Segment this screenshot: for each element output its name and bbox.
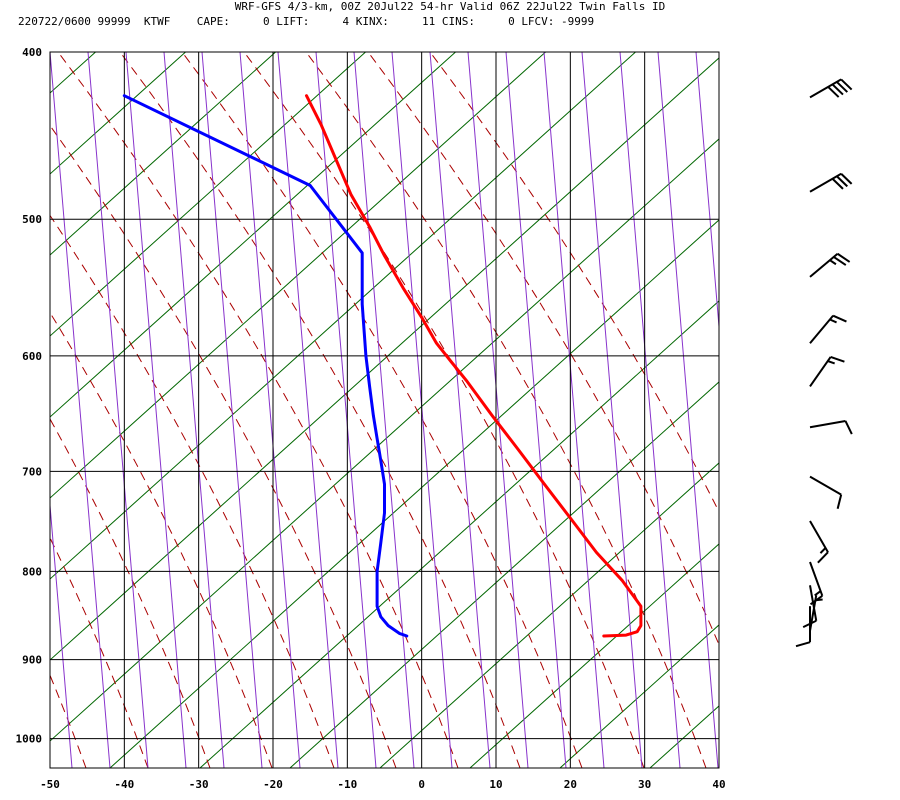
- moist-adiabat-line: [243, 52, 645, 768]
- dry-adiabat-line: [379, 462, 719, 768]
- mixing-ratio-line: [772, 52, 832, 768]
- moist-adiabat-line: [50, 418, 211, 768]
- wind-barb: [809, 355, 845, 387]
- moist-adiabat-line: [57, 52, 459, 768]
- mixing-ratio-line: [353, 52, 415, 768]
- moist-adiabat-line: [0, 52, 24, 768]
- x-tick-label: -10: [337, 778, 357, 791]
- mixing-ratio-line: [886, 52, 900, 768]
- mixing-ratio-line: [163, 52, 225, 768]
- dry-adiabat-line: [199, 300, 719, 768]
- mixing-ratio-line: [315, 52, 377, 768]
- dry-adiabat-line: [109, 219, 719, 768]
- dry-adiabat-line: [559, 624, 719, 768]
- mixing-ratio-line: [848, 52, 900, 768]
- mixing-ratio-line: [50, 52, 111, 768]
- y-tick-label: 500: [22, 213, 42, 226]
- wind-barb: [809, 475, 843, 510]
- wind-barb: [809, 78, 853, 99]
- x-tick-label: -30: [189, 778, 209, 791]
- y-tick-label: 900: [22, 654, 42, 667]
- x-tick-label: 10: [489, 778, 502, 791]
- temperature-profile-line: [305, 94, 643, 638]
- y-tick-label: 1000: [16, 733, 43, 746]
- dry-adiabat-line: [469, 543, 719, 768]
- mixing-ratio-line: [619, 52, 681, 768]
- y-tick-label: 400: [22, 46, 42, 59]
- y-tick-label: 600: [22, 350, 42, 363]
- mixing-ratio-line: [734, 52, 794, 768]
- mixing-ratio-line: [277, 52, 339, 768]
- dry-adiabat-line: [50, 52, 547, 499]
- mixing-ratio-line: [543, 52, 605, 768]
- x-tick-label: 40: [712, 778, 725, 791]
- mixing-ratio-line: [429, 52, 491, 768]
- mixing-ratio-line: [657, 52, 719, 768]
- mixing-ratio-line: [581, 52, 643, 768]
- y-tick-label: 700: [22, 465, 42, 478]
- wind-barb: [795, 606, 811, 648]
- moist-adiabat-line: [305, 52, 707, 768]
- x-tick-label: -20: [263, 778, 283, 791]
- moist-adiabat-line: [50, 674, 87, 768]
- x-tick-label: 30: [638, 778, 651, 791]
- dry-adiabat-line: [0, 0, 20, 768]
- mixing-ratio-line: [125, 52, 187, 768]
- mixing-ratio-line: [50, 499, 73, 768]
- moist-adiabat-line: [181, 52, 583, 768]
- sounding-indices: 220722/0600 99999 KTWF CAPE: 0 LIFT: 4 K…: [18, 15, 595, 28]
- dry-adiabat-line: [50, 138, 719, 742]
- dry-adiabat-line: [740, 0, 900, 768]
- dry-adiabat-line: [289, 381, 719, 768]
- mixing-ratio-line: [505, 52, 567, 768]
- moist-adiabat-line: [50, 214, 335, 768]
- moist-adiabat-line: [50, 124, 397, 768]
- x-tick-label: -50: [40, 778, 60, 791]
- wind-barb: [809, 595, 823, 631]
- wind-barb: [809, 420, 853, 435]
- moist-adiabat-line: [50, 536, 149, 768]
- x-tick-label: 20: [564, 778, 577, 791]
- wind-barb: [809, 172, 853, 193]
- moist-adiabat-line: [429, 52, 719, 513]
- y-tick-label: 800: [22, 565, 42, 578]
- wind-barb: [809, 252, 851, 278]
- plot-frame: [49, 51, 720, 769]
- mixing-ratio-line: [201, 52, 263, 768]
- dry-adiabat-line: [50, 52, 637, 580]
- dry-adiabat-line: [830, 0, 900, 768]
- dry-adiabat-line: [50, 52, 187, 175]
- x-tick-label: 0: [418, 778, 425, 791]
- mixing-ratio-line: [467, 52, 529, 768]
- dewpoint-profile-line: [122, 94, 409, 638]
- moist-adiabat-line: [367, 52, 719, 646]
- wind-barb: [809, 520, 829, 564]
- dry-adiabat-line: [50, 52, 367, 337]
- moist-adiabat-line: [119, 52, 521, 768]
- dry-adiabat-line: [50, 52, 277, 256]
- x-tick-label: -40: [114, 778, 134, 791]
- moist-adiabat-line: [50, 311, 273, 768]
- mixing-ratio-line: [87, 52, 149, 768]
- mixing-ratio-line: [810, 52, 870, 768]
- mixing-ratio-line: [695, 52, 719, 333]
- chart-title: WRF-GFS 4/3-km, 00Z 20Jul22 54-hr Valid …: [234, 0, 666, 13]
- dry-adiabat-line: [50, 52, 457, 418]
- mixing-ratio-line: [239, 52, 301, 768]
- wind-barb: [809, 314, 847, 344]
